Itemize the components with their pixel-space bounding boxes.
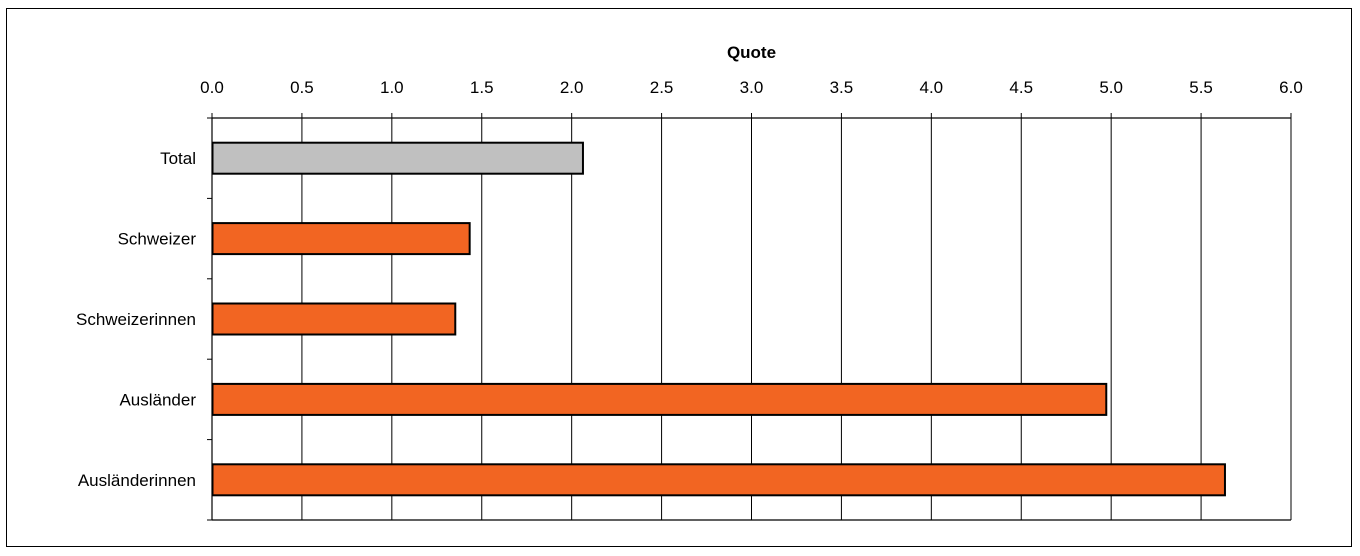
axes: [207, 117, 1291, 521]
bars: [211, 141, 1226, 497]
bar: [211, 141, 584, 175]
x-tick-label: 3.5: [830, 78, 854, 97]
x-tick-label: 5.5: [1189, 78, 1213, 97]
grid-lines: [211, 113, 1292, 520]
x-tick-label: 2.5: [650, 78, 674, 97]
category-label: Total: [160, 149, 196, 168]
category-label: Schweizerinnen: [76, 310, 196, 329]
x-tick-label: 4.0: [920, 78, 944, 97]
x-tick-label: 5.0: [1099, 78, 1123, 97]
x-axis-title: Quote: [727, 43, 776, 62]
x-tick-label: 6.0: [1279, 78, 1303, 97]
bar: [211, 463, 1226, 497]
x-tick-label: 1.5: [470, 78, 494, 97]
x-tick-label: 0.0: [200, 78, 224, 97]
x-tick-labels: 0.0 0.5 1.0 1.5 2.0 2.5 3.0 3.5 4.0 4.5 5.0 5.5 6.0: [200, 78, 1303, 97]
category-label: Ausländerinnen: [78, 471, 196, 490]
category-labels: Total Schweizer Schweizerinnen Ausländer Aus…: [76, 149, 196, 490]
bar: [211, 382, 1108, 416]
x-tick-label: 1.0: [380, 78, 404, 97]
x-tick-label: 0.5: [290, 78, 314, 97]
x-tick-label: 4.5: [1009, 78, 1033, 97]
category-label: Ausländer: [119, 390, 196, 409]
chart-frame: [6, 8, 1352, 547]
x-tick-label: 3.0: [740, 78, 764, 97]
category-label: Schweizer: [118, 230, 197, 249]
bar: [211, 302, 457, 336]
x-tick-label: 2.0: [560, 78, 584, 97]
bar: [211, 222, 471, 256]
